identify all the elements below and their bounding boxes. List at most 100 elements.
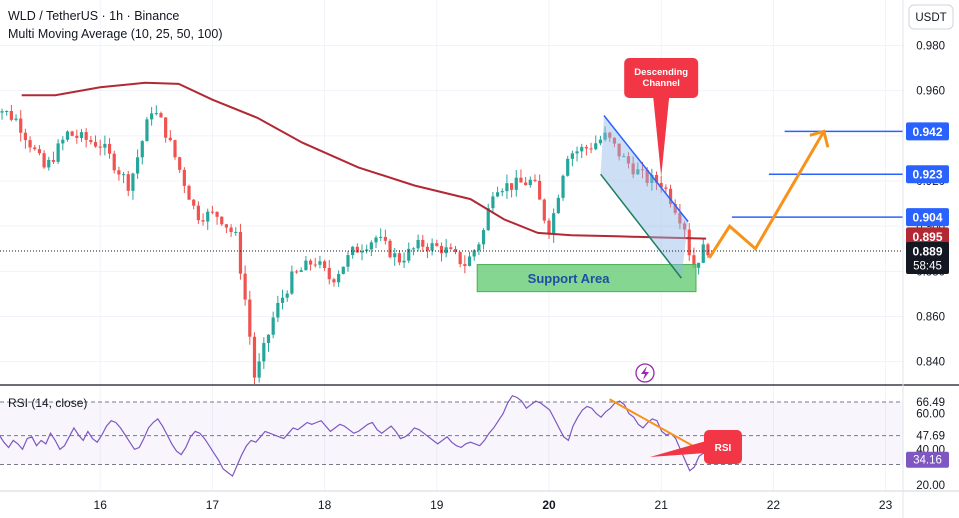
candle <box>19 110 23 142</box>
candle-body <box>650 174 654 183</box>
candle-body <box>304 260 308 271</box>
candle-body <box>42 153 46 168</box>
candle-body <box>608 132 612 138</box>
channel-fill <box>600 115 689 279</box>
candle <box>682 221 687 239</box>
last-price-label-text: 0.889 <box>912 245 942 259</box>
candle <box>411 247 416 256</box>
candle-body <box>341 266 345 274</box>
rsi-tick-label: 60.00 <box>916 409 945 421</box>
time-axis: 16 17 18 19 20 21 22 23 <box>0 490 959 512</box>
candle <box>341 266 345 275</box>
candle-body <box>9 110 13 120</box>
candle-body <box>168 137 172 141</box>
candle <box>308 258 313 271</box>
candle-body <box>687 229 691 256</box>
candle <box>500 188 504 197</box>
candle-body <box>299 270 303 272</box>
candle <box>299 267 303 273</box>
candle <box>224 224 229 233</box>
candle-body <box>439 245 444 254</box>
price-tick-label: 0.980 <box>916 41 945 53</box>
candle-body <box>332 279 336 283</box>
candle <box>547 218 551 239</box>
candle-body <box>697 262 701 268</box>
candle-body <box>631 163 635 175</box>
candle <box>9 104 13 122</box>
time-tick-label: 16 <box>94 498 108 512</box>
candle-body <box>248 299 252 337</box>
candle-body <box>360 250 364 253</box>
candle-body <box>229 227 233 233</box>
candle-body <box>612 137 617 144</box>
candle-body <box>136 157 140 174</box>
channel-upper-line <box>603 115 689 223</box>
candle-body <box>668 188 673 205</box>
candle <box>556 194 560 214</box>
candle-body <box>556 197 560 214</box>
ma-price-label-text: 0.895 <box>912 230 942 244</box>
candle-body <box>472 250 476 257</box>
candle <box>234 227 238 236</box>
candle <box>402 252 406 269</box>
candle <box>23 128 27 149</box>
candle <box>374 235 378 249</box>
candle-body <box>542 199 546 221</box>
candle <box>93 135 98 148</box>
candle-body <box>313 264 317 266</box>
support-area-box <box>476 264 697 293</box>
candle <box>37 145 42 156</box>
candle <box>650 168 654 191</box>
candle-body <box>463 264 467 266</box>
candle-body <box>402 260 406 263</box>
candle-body <box>411 248 416 250</box>
candle <box>131 172 135 200</box>
candle-body <box>416 239 420 249</box>
candle-body <box>140 141 144 158</box>
candle-body <box>33 147 37 150</box>
level-axis-label: 0.942 <box>906 122 949 141</box>
candle-body <box>28 140 32 148</box>
candle-body <box>117 170 121 175</box>
candle-body <box>510 183 514 190</box>
lightning-icon[interactable] <box>635 363 655 383</box>
candle <box>435 239 439 247</box>
candle <box>421 234 425 252</box>
candle-body <box>421 239 425 247</box>
candle-body <box>538 180 542 200</box>
descending-channel <box>600 115 689 279</box>
candle-body <box>37 149 42 154</box>
price-tick-label: 0.960 <box>916 86 945 98</box>
candle <box>701 238 705 263</box>
rsi-axis-bg <box>903 388 959 491</box>
candle <box>369 240 373 257</box>
candle <box>379 228 383 242</box>
support-area-label: Support Area <box>528 271 611 286</box>
candle-body <box>425 246 430 251</box>
candle <box>397 250 401 266</box>
last-price-label-bg <box>906 242 949 275</box>
callout-box <box>624 58 699 98</box>
candle-body <box>346 255 350 267</box>
candle <box>636 162 640 176</box>
candle <box>294 269 299 274</box>
candle-body <box>294 271 299 273</box>
candle-body <box>355 246 359 253</box>
candle-body <box>164 117 168 138</box>
rsi-callout: RSI <box>650 430 742 464</box>
candle <box>365 244 369 254</box>
rsi-level-label: 66.49 <box>916 397 945 409</box>
candle-body <box>584 147 588 149</box>
rsi-pane: RSI RSI (14, close) <box>0 394 903 478</box>
candle <box>271 311 275 339</box>
currency-button[interactable]: USDT <box>908 4 954 30</box>
time-tick-label: 21 <box>655 498 669 512</box>
candle-body <box>196 205 200 221</box>
candle <box>164 117 168 143</box>
candle-body <box>154 113 158 115</box>
candle-body <box>435 243 439 246</box>
